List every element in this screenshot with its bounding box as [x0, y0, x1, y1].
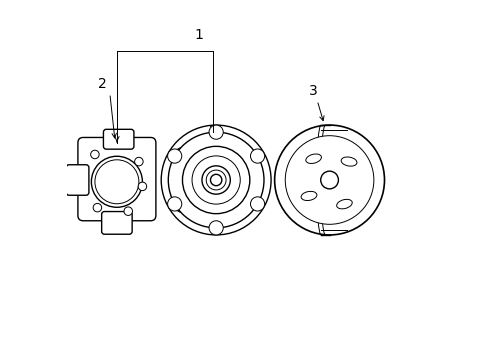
Circle shape	[206, 170, 225, 190]
Circle shape	[209, 221, 223, 235]
Circle shape	[138, 182, 146, 191]
Circle shape	[209, 125, 223, 139]
Circle shape	[90, 150, 99, 159]
Circle shape	[192, 156, 240, 204]
Circle shape	[285, 136, 373, 224]
Circle shape	[93, 203, 102, 212]
Circle shape	[250, 197, 264, 211]
Circle shape	[202, 166, 230, 194]
Text: 3: 3	[308, 84, 317, 98]
Circle shape	[168, 132, 264, 228]
Circle shape	[134, 157, 143, 166]
Circle shape	[161, 125, 270, 235]
FancyBboxPatch shape	[66, 165, 89, 195]
FancyBboxPatch shape	[103, 129, 134, 149]
FancyBboxPatch shape	[78, 138, 156, 221]
Ellipse shape	[301, 192, 316, 201]
Ellipse shape	[336, 199, 351, 209]
Circle shape	[124, 207, 132, 215]
Circle shape	[320, 171, 338, 189]
Ellipse shape	[341, 157, 356, 166]
Circle shape	[167, 149, 182, 163]
FancyBboxPatch shape	[102, 212, 132, 234]
Circle shape	[210, 174, 222, 186]
Text: 2: 2	[98, 77, 107, 91]
Circle shape	[274, 125, 384, 235]
Circle shape	[91, 156, 142, 207]
Circle shape	[95, 160, 139, 204]
Circle shape	[250, 149, 264, 163]
Ellipse shape	[305, 154, 321, 163]
Circle shape	[167, 197, 182, 211]
Circle shape	[182, 146, 249, 214]
Text: 1: 1	[194, 28, 203, 42]
